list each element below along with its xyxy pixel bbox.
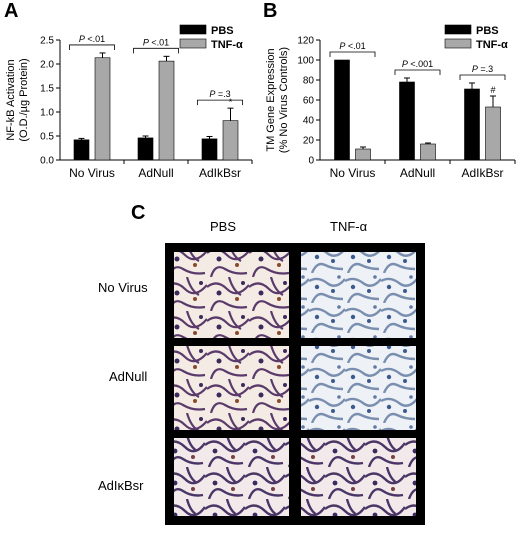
chart-b-legend-label: TNF-α — [476, 39, 508, 51]
micrograph-pbs-adnull — [174, 346, 289, 430]
chart-b-y-tick-label: 20 — [303, 136, 315, 147]
chart-b-legend-label: PBS — [476, 25, 499, 37]
micrograph-header-pbs: PBS — [210, 219, 237, 234]
chart-b-bar-pbs — [464, 88, 480, 161]
chart-a-y-tick-label: 1.0 — [40, 108, 54, 119]
panel-c-letter: C — [131, 202, 146, 224]
chart-b-y-axis-label-line2: (% No Virus Controls) — [278, 47, 290, 153]
micrograph-tnf-adikbsr — [301, 438, 416, 516]
chart-a-legend-label: TNF-α — [211, 39, 243, 51]
micrograph-header-tnf: TNF-α — [330, 219, 368, 234]
chart-a-y-tick-label: 2.0 — [40, 60, 54, 71]
chart-b-x-category-label: AdNull — [400, 166, 435, 180]
chart-a-legend-label: PBS — [211, 25, 234, 37]
chart-b-p-value-label: P <.01 — [339, 41, 365, 51]
chart-a-y-axis-label-line2: (O.D./µg Protein) — [18, 58, 30, 141]
micrograph-pbs-adikbsr — [174, 438, 289, 516]
micrograph-row-label-no-virus: No Virus — [98, 280, 148, 295]
chart-a-p-value-label: P <.01 — [79, 34, 105, 44]
chart-a-bar-pbs — [201, 138, 218, 161]
chart-b-significance-bracket — [329, 51, 376, 57]
panel-a-letter: A — [4, 0, 19, 22]
chart-b-y-tick-label: 120 — [297, 36, 314, 47]
micrograph-tnf-no-virus — [301, 252, 416, 338]
chart-b-y-axis-label-line1: TM Gene Expression — [265, 48, 277, 151]
chart-a-y-tick-label: 2.5 — [40, 36, 54, 47]
chart-a-significance-bracket — [197, 99, 243, 106]
chart-b-bar-pbs — [334, 59, 350, 161]
micrograph-tnf-adnull — [301, 346, 416, 430]
chart-b-y-tick-label: 60 — [303, 96, 315, 107]
chart-b-y-tick-label: 100 — [297, 56, 314, 67]
chart-a-x-category-label: AdIkBsr — [199, 166, 241, 180]
chart-a-bar-tnf — [94, 57, 111, 161]
chart-b-y-tick-label: 80 — [303, 76, 315, 87]
chart-b-significance-bracket — [459, 74, 506, 80]
chart-a-bar-tnf — [222, 120, 239, 161]
chart-a-y-tick-label: 0.5 — [40, 132, 54, 143]
chart-a-y-tick-label: 0.0 — [40, 156, 54, 167]
chart-a-p-value-label: P <.01 — [143, 37, 169, 47]
chart-b-legend-swatch — [444, 24, 472, 35]
chart-b: TM Gene Expression (% No Virus Controls) 0… — [265, 24, 516, 180]
chart-a-x-category-label: No Virus — [69, 166, 115, 180]
micrograph-grid — [165, 243, 425, 525]
chart-b-mark-label: # — [490, 85, 495, 95]
chart-b-bar-tnf — [420, 143, 436, 161]
chart-b-x-category-label: AdIkBsr — [461, 166, 503, 180]
chart-b-bar-pbs — [399, 81, 415, 161]
chart-a-legend-swatch — [179, 24, 207, 35]
chart-b-y-tick-label: 0 — [308, 156, 314, 167]
chart-a-y-tick-label: 1.5 — [40, 84, 54, 95]
chart-a-y-axis-label-line1: NF-kB Activation — [5, 59, 17, 140]
chart-a-mark-label: * — [229, 97, 233, 107]
chart-a-significance-bracket — [69, 44, 115, 50]
panel-b-letter: B — [263, 0, 278, 22]
chart-a-bar-pbs — [73, 139, 90, 161]
chart-b-x-category-label: No Virus — [330, 166, 376, 180]
chart-a-bar-tnf — [158, 60, 175, 161]
chart-b-legend-swatch — [444, 38, 472, 49]
chart-b-significance-bracket — [394, 69, 441, 75]
chart-b-p-value-label: P <.001 — [402, 59, 433, 69]
micrograph-row-label-adikbsr: AdIκBsr — [98, 478, 144, 493]
chart-a-x-category-label: AdNull — [138, 166, 173, 180]
chart-a: NF-kB Activation (O.D./µg Protein) 0.0 0.5 1… — [5, 24, 253, 180]
chart-b-y-tick-label: 40 — [303, 116, 315, 127]
chart-b-bar-tnf — [355, 148, 371, 161]
chart-b-bar-tnf — [485, 106, 501, 161]
chart-b-p-value-label: P =.3 — [472, 64, 493, 74]
chart-a-bar-pbs — [137, 137, 154, 161]
chart-a-p-value-label: P =.3 — [209, 89, 230, 99]
chart-a-legend-swatch — [179, 38, 207, 49]
chart-a-significance-bracket — [133, 47, 179, 54]
micrograph-row-label-adnull: AdNull — [109, 369, 148, 384]
micrograph-pbs-no-virus — [174, 252, 289, 338]
